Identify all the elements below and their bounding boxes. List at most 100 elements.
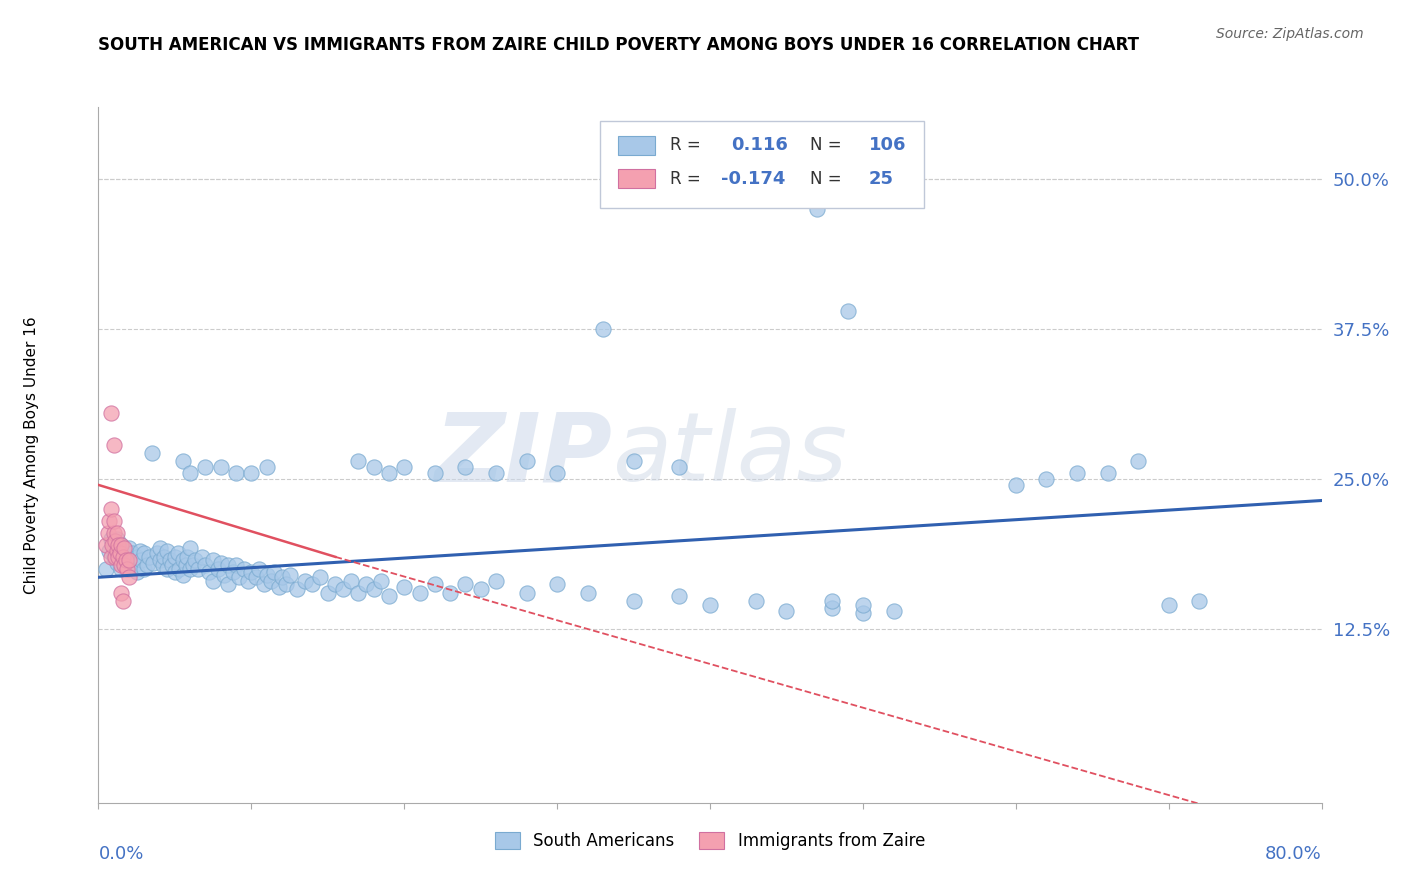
Point bbox=[98, 514, 121, 528]
Point bbox=[470, 582, 492, 597]
Point bbox=[294, 574, 316, 588]
Point bbox=[103, 514, 125, 528]
Point bbox=[256, 459, 278, 474]
Point bbox=[145, 546, 167, 560]
Point bbox=[136, 558, 159, 573]
Point bbox=[546, 577, 568, 591]
Text: Source: ZipAtlas.com: Source: ZipAtlas.com bbox=[1216, 27, 1364, 41]
Point bbox=[179, 541, 201, 556]
Point bbox=[232, 562, 254, 576]
Point bbox=[110, 538, 132, 552]
Point bbox=[592, 322, 614, 336]
Point bbox=[181, 558, 204, 573]
Point bbox=[852, 598, 875, 612]
Point bbox=[806, 202, 828, 216]
Point bbox=[1188, 594, 1211, 608]
Point bbox=[152, 558, 174, 573]
Point bbox=[668, 459, 690, 474]
Point bbox=[228, 570, 250, 584]
Point bbox=[118, 562, 141, 576]
Point bbox=[354, 577, 377, 591]
Point bbox=[105, 544, 128, 558]
Text: 25: 25 bbox=[869, 169, 894, 187]
Text: Child Poverty Among Boys Under 16: Child Poverty Among Boys Under 16 bbox=[24, 316, 38, 594]
Point bbox=[121, 546, 143, 560]
Point bbox=[576, 586, 599, 600]
Point bbox=[516, 454, 538, 468]
Point bbox=[104, 534, 127, 549]
Point bbox=[209, 556, 232, 570]
Point bbox=[267, 580, 290, 594]
Point bbox=[1157, 598, 1180, 612]
Point bbox=[149, 541, 172, 556]
Point bbox=[118, 570, 141, 584]
Point bbox=[745, 594, 768, 608]
FancyBboxPatch shape bbox=[619, 136, 655, 155]
Point bbox=[285, 582, 308, 597]
Point bbox=[363, 582, 385, 597]
Point bbox=[107, 549, 129, 564]
Point bbox=[187, 562, 209, 576]
Text: -0.174: -0.174 bbox=[721, 169, 786, 187]
Point bbox=[153, 549, 176, 564]
Text: N =: N = bbox=[810, 169, 842, 187]
Point bbox=[174, 558, 197, 573]
FancyBboxPatch shape bbox=[600, 121, 924, 208]
Point bbox=[110, 586, 132, 600]
Point bbox=[129, 553, 152, 567]
Point bbox=[347, 586, 370, 600]
Point bbox=[134, 546, 156, 560]
Point bbox=[149, 553, 172, 567]
Text: 80.0%: 80.0% bbox=[1265, 845, 1322, 863]
Point bbox=[115, 553, 138, 567]
Point bbox=[112, 541, 135, 556]
Point bbox=[110, 558, 132, 573]
Point bbox=[97, 525, 120, 540]
Point bbox=[699, 598, 721, 612]
Point bbox=[378, 466, 401, 480]
Point bbox=[332, 582, 354, 597]
Point bbox=[309, 570, 332, 584]
Point bbox=[98, 544, 121, 558]
Point bbox=[423, 577, 446, 591]
Point bbox=[172, 454, 194, 468]
Point bbox=[179, 466, 201, 480]
Point bbox=[125, 566, 148, 580]
Point bbox=[197, 566, 219, 580]
Point bbox=[1066, 466, 1088, 480]
Point bbox=[159, 553, 181, 567]
Point bbox=[240, 566, 263, 580]
Point bbox=[112, 558, 135, 573]
Point bbox=[176, 549, 198, 564]
Point bbox=[668, 590, 690, 604]
Point bbox=[883, 604, 905, 618]
Point bbox=[134, 562, 156, 576]
Point bbox=[100, 549, 122, 564]
Point bbox=[103, 538, 125, 552]
Point bbox=[169, 562, 191, 576]
Point bbox=[278, 567, 301, 582]
Point bbox=[276, 577, 298, 591]
Point bbox=[485, 574, 508, 588]
Point bbox=[217, 558, 239, 573]
Point bbox=[1128, 454, 1150, 468]
Point bbox=[105, 532, 128, 546]
Point bbox=[301, 577, 323, 591]
Point bbox=[225, 466, 247, 480]
Point bbox=[256, 567, 278, 582]
Point bbox=[270, 570, 292, 584]
Point bbox=[238, 574, 260, 588]
Point bbox=[118, 541, 141, 556]
Point bbox=[209, 459, 232, 474]
Point bbox=[103, 549, 125, 564]
Point bbox=[240, 466, 263, 480]
Point bbox=[316, 586, 339, 600]
Point bbox=[103, 438, 125, 452]
Point bbox=[167, 546, 190, 560]
Point bbox=[105, 525, 128, 540]
Text: 0.116: 0.116 bbox=[731, 136, 787, 154]
Point bbox=[111, 549, 134, 564]
Point bbox=[225, 558, 247, 573]
Point bbox=[439, 586, 461, 600]
Point bbox=[110, 562, 132, 576]
